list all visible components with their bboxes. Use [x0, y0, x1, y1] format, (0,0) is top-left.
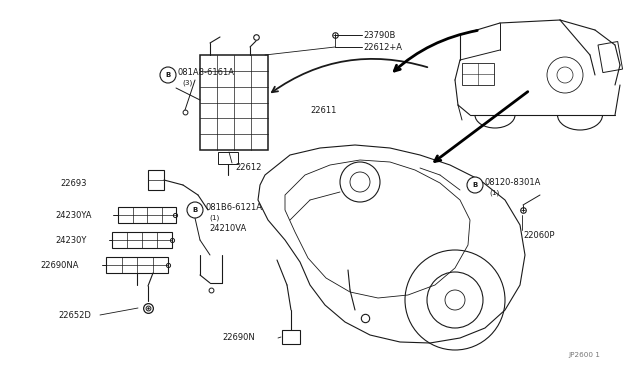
Bar: [462, 63, 494, 85]
Text: 081A8-6161A: 081A8-6161A: [178, 67, 235, 77]
Bar: [598, 42, 623, 73]
Bar: [200, 55, 268, 150]
Text: 22611: 22611: [310, 106, 337, 115]
Text: 23790B: 23790B: [363, 31, 396, 39]
Bar: [218, 152, 238, 164]
Text: (3): (3): [182, 80, 192, 86]
Bar: [282, 330, 300, 344]
Text: 22652D: 22652D: [58, 311, 91, 320]
Text: 22612+A: 22612+A: [363, 42, 402, 51]
Text: 22693: 22693: [60, 179, 86, 187]
Text: B: B: [165, 72, 171, 78]
Text: 24230YA: 24230YA: [55, 211, 92, 219]
Bar: [112, 232, 172, 248]
Text: 22690N: 22690N: [222, 334, 255, 343]
Text: 24210VA: 24210VA: [209, 224, 246, 232]
Text: 22690NA: 22690NA: [40, 260, 79, 269]
Circle shape: [467, 177, 483, 193]
Text: 08120-8301A: 08120-8301A: [485, 177, 541, 186]
Text: JP2600 1: JP2600 1: [568, 352, 600, 358]
Text: 22612: 22612: [235, 163, 261, 171]
Bar: [106, 257, 168, 273]
Circle shape: [187, 202, 203, 218]
Text: 24230Y: 24230Y: [55, 235, 86, 244]
Text: 081B6-6121A: 081B6-6121A: [205, 202, 262, 212]
Text: B: B: [193, 207, 198, 213]
Text: 22060P: 22060P: [523, 231, 554, 240]
Bar: [148, 170, 164, 190]
Bar: [118, 207, 176, 223]
Circle shape: [160, 67, 176, 83]
Text: B: B: [472, 182, 477, 188]
Text: (1): (1): [489, 190, 499, 196]
Text: (1): (1): [209, 215, 220, 221]
